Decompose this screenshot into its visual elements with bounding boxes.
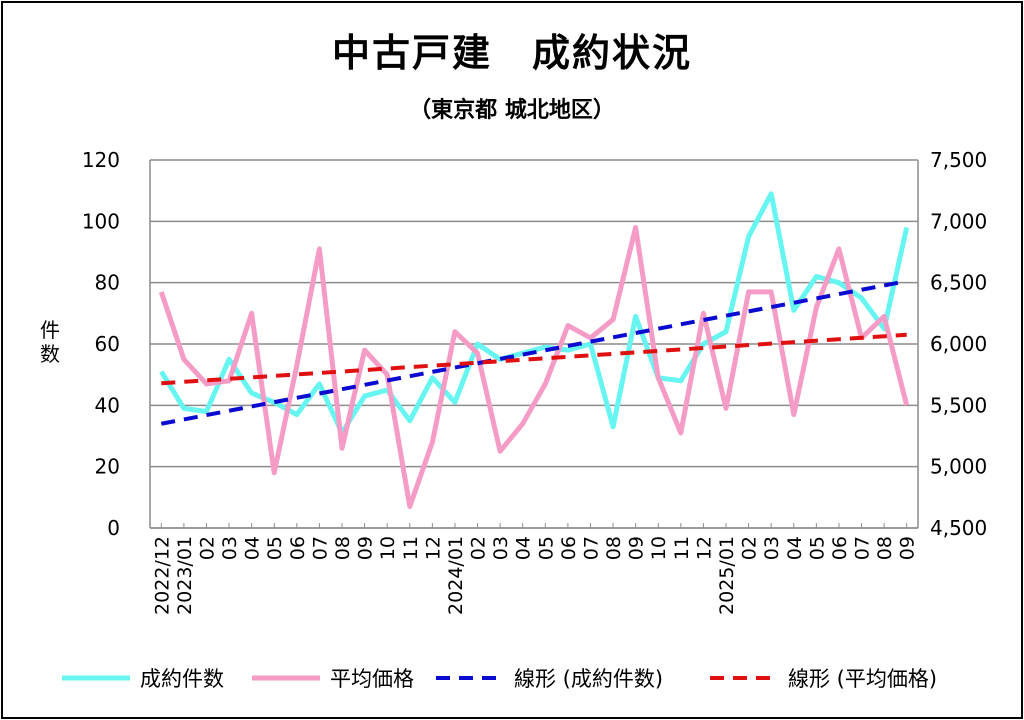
y2-tick-label: 6,500: [930, 271, 987, 295]
legend-label: 線形 (成約件数): [514, 667, 663, 691]
x-tick-label: 12: [693, 536, 715, 560]
y2-tick-label: 7,500: [930, 148, 987, 172]
x-tick-label: 03: [761, 536, 783, 560]
x-tick-label: 2025/01: [716, 536, 738, 615]
series-line-1: [158, 225, 910, 509]
y-tick-label: 120: [82, 148, 120, 172]
x-tick-label: 2024/01: [445, 536, 467, 615]
series-line-0: [159, 191, 910, 436]
legend-label: 成約件数: [140, 667, 224, 691]
x-tick-label: 08: [603, 536, 625, 560]
y2-tick-label: 5,500: [930, 393, 987, 417]
x-tick-label: 10: [648, 536, 670, 560]
x-tick-label: 02: [196, 536, 218, 560]
x-tick-label: 06: [558, 536, 580, 560]
x-tick-label: 05: [264, 536, 286, 560]
x-tick-label: 05: [535, 536, 557, 560]
x-tick-label: 04: [513, 536, 535, 560]
x-tick-label: 2022/12: [151, 536, 173, 615]
y2-tick-label: 6,000: [930, 332, 987, 356]
x-tick-label: 09: [355, 536, 377, 560]
y-tick-label: 60: [95, 332, 120, 356]
x-tick-label: 02: [739, 536, 761, 560]
x-tick-label: 04: [784, 536, 806, 560]
legend-label: 線形 (平均価格): [788, 667, 937, 691]
y2-tick-label: 7,000: [930, 209, 987, 233]
x-tick-label: 11: [400, 536, 422, 560]
y2-tick-label: 5,000: [930, 455, 987, 479]
x-tick-label: 03: [219, 536, 241, 560]
chart-title: 中古戸建 成約状況: [331, 31, 692, 75]
y-tick-label: 40: [95, 393, 120, 417]
y-tick-label: 100: [82, 209, 120, 233]
x-tick-label: 06: [287, 536, 309, 560]
y-axis-label: 件数: [40, 318, 60, 366]
legend-label: 平均価格: [330, 667, 414, 691]
x-tick-label: 2023/01: [174, 536, 196, 615]
x-tick-label: 03: [490, 536, 512, 560]
x-tick-label: 07: [309, 536, 331, 560]
x-tick-label: 09: [626, 536, 648, 560]
x-tick-label: 05: [806, 536, 828, 560]
x-tick-label: 07: [852, 536, 874, 560]
x-tick-label: 12: [422, 536, 444, 560]
x-tick-label: 09: [897, 536, 919, 560]
x-tick-label: 08: [874, 536, 896, 560]
y-tick-label: 0: [107, 516, 120, 540]
trendline-2: [160, 279, 908, 426]
x-tick-label: 10: [377, 536, 399, 560]
x-tick-label: 11: [671, 536, 693, 560]
x-tick-label: 02: [468, 536, 490, 560]
y-tick-label: 80: [95, 271, 120, 295]
x-tick-label: 04: [242, 536, 264, 560]
trendline-3: [161, 332, 907, 386]
y-tick-label: 20: [95, 455, 120, 479]
chart-subtitle: （東京都 城北地区）: [409, 98, 615, 123]
x-tick-label: 08: [332, 536, 354, 560]
x-tick-label: 06: [829, 536, 851, 560]
x-tick-label: 07: [580, 536, 602, 560]
y2-tick-label: 4,500: [930, 516, 987, 540]
